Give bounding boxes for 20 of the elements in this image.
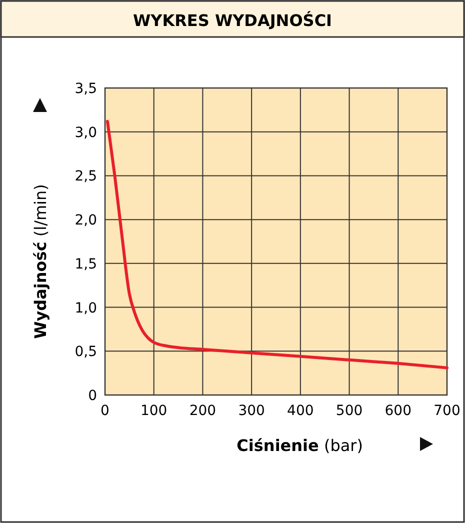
y-tick-label: 0,5 <box>74 344 97 360</box>
y-tick-label: 1,5 <box>74 256 97 272</box>
line-series <box>106 120 448 370</box>
x-tick-label: 0 <box>100 403 110 419</box>
x-tick-label: 300 <box>238 403 265 419</box>
x-tick-label: 500 <box>336 403 363 419</box>
y-tick-label: 3,5 <box>74 81 97 97</box>
x-tick-label: 200 <box>189 403 216 419</box>
y-tick-label: 2,5 <box>74 168 97 185</box>
x-tick-label: 700 <box>434 403 460 419</box>
x-axis-title: Ciśnienie (bar) <box>236 436 363 455</box>
x-tick-label: 600 <box>384 403 412 419</box>
x-tick-label: 100 <box>140 403 168 419</box>
y-tick-label: 3,0 <box>74 124 97 141</box>
x-tick-label: 400 <box>287 403 314 419</box>
y-tick-label: 1,0 <box>74 300 97 316</box>
y-axis-title: Wydajność (l/min) <box>31 184 50 339</box>
chart-title: WYKRES WYDAJNOŚCI <box>132 11 332 30</box>
y-tick-label: 0 <box>88 388 97 404</box>
y-tick-label: 2,0 <box>74 212 97 229</box>
